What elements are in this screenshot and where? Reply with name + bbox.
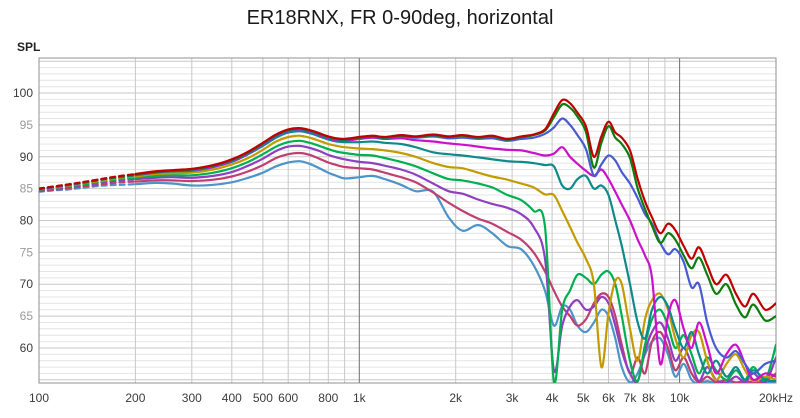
fr-curve-90-deg: [134, 160, 776, 383]
y-tick-label: 95: [20, 118, 34, 132]
y-tick-label: 60: [20, 341, 34, 355]
x-tick-label: 600: [278, 391, 298, 405]
x-tick-label: 300: [182, 391, 202, 405]
plot-frame: [38, 57, 777, 384]
y-tick-label: 75: [20, 245, 34, 259]
x-tick-label: 2k: [449, 391, 463, 405]
fr-curve-0-deg-dashed-lf: [39, 172, 137, 190]
x-tick-label: 500: [253, 391, 273, 405]
y-axis-unit-label: SPL: [17, 40, 41, 54]
fr-curve-80-deg: [134, 151, 776, 383]
x-tick-label: 200: [125, 391, 145, 405]
x-tick-label: 4k: [546, 391, 560, 405]
x-tick-label: 400: [222, 391, 242, 405]
x-tick-label: 7k: [624, 391, 638, 405]
fr-curve-20-deg: [134, 117, 776, 375]
y-tick-label: 65: [20, 309, 34, 323]
y-tick-label: 70: [20, 277, 34, 291]
x-tick-label: 6k: [602, 391, 616, 405]
x-tick-label: 5k: [577, 391, 591, 405]
fr-curve-0-deg: [134, 98, 776, 312]
fr-curve-80-deg-dashed-lf: [39, 180, 137, 193]
y-tick-label: 90: [20, 150, 34, 164]
y-tick-label: 80: [20, 214, 34, 228]
y-tick-label: 85: [20, 182, 34, 196]
x-tick-label: 8k: [642, 391, 656, 405]
fr-curve-50-deg: [134, 134, 776, 383]
x-tick-label: 800: [318, 391, 338, 405]
x-tick-label: 10k: [670, 391, 690, 405]
x-tick-label: 100: [29, 391, 49, 405]
x-tick-label: 20kHz: [759, 391, 793, 405]
chart-title: ER18RNX, FR 0-90deg, horizontal: [246, 7, 554, 29]
x-tick-label: 3k: [506, 391, 520, 405]
x-tick-label: 1k: [353, 391, 367, 405]
y-tick-label: 100: [13, 86, 33, 100]
